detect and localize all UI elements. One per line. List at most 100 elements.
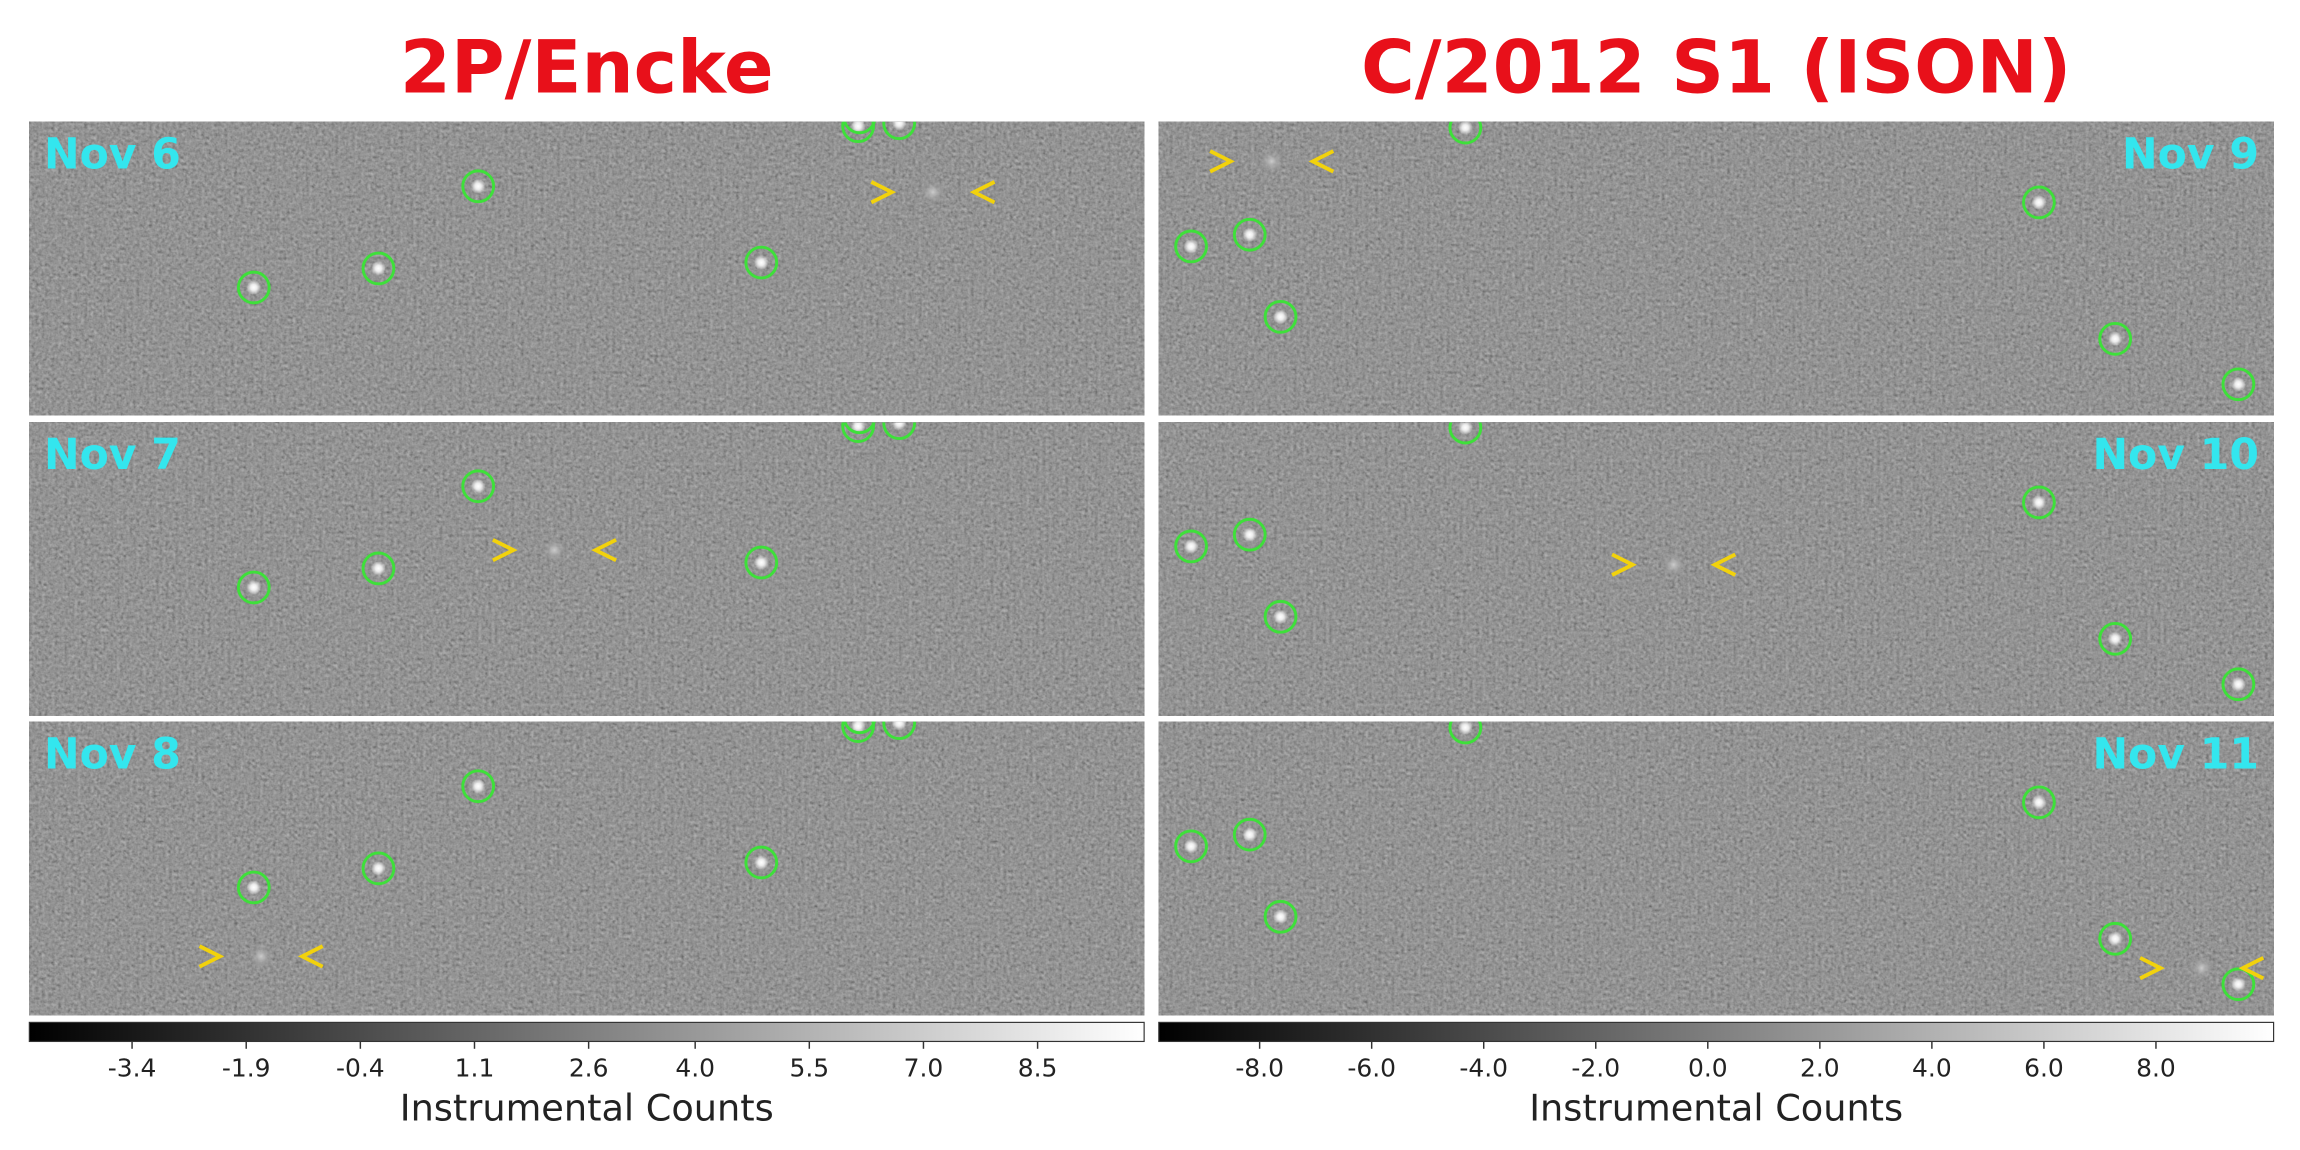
star [1242,527,1258,542]
panel-content [1174,121,2256,402]
colorbar-tick-label: -2.0 [1571,1054,1620,1083]
star [1458,121,1473,135]
star-ring [2221,967,2256,1002]
star-ring [843,422,876,435]
comet-marker [297,944,324,969]
colorbar-tick-label: -6.0 [1347,1054,1396,1083]
colorbar-label: Instrumental Counts [1529,1087,1903,1130]
colorbar [1158,1021,2275,1043]
comet [1660,551,1687,578]
star-ring [1448,422,1483,445]
colorbar-tick-label: 8.5 [1018,1054,1058,1083]
star-ring [361,851,396,886]
colorbar-tick-label: -0.4 [336,1054,385,1083]
star [1242,827,1258,842]
colorbar [28,1021,1145,1043]
star [246,280,262,295]
sky-background [1158,422,2274,716]
comet-marker [2139,956,2165,981]
comet-marker [591,538,617,563]
colorbar-tick-label: 4.0 [1912,1054,1952,1083]
star [2107,631,2123,647]
star [2031,495,2047,510]
colorbar-tick-label: 6.0 [2024,1054,2064,1083]
star [2231,676,2246,692]
star-ring [236,870,271,905]
star [1183,839,1199,854]
star [2031,195,2047,210]
star-ring [1448,121,1483,145]
star-ring [882,422,917,441]
star [470,178,486,194]
star-ring [2022,185,2056,220]
date-label: Nov 9 [2122,130,2259,179]
colorbar-tick-label: -1.9 [222,1054,271,1083]
star [2031,795,2047,810]
star-ring [1232,517,1267,552]
star-ring [2221,367,2256,402]
star-ring [461,169,496,204]
panel-title: 2P/Encke [400,25,774,110]
star-ring [461,469,496,504]
star-ring [2098,921,2133,956]
star-ring [744,845,779,880]
comet-marker [1611,552,1637,577]
colorbar-tick-label: -3.4 [108,1054,157,1083]
star-ring [882,721,917,741]
panel-content [236,422,917,605]
star [753,555,769,570]
colorbar-tick-label: 1.1 [455,1054,495,1083]
star-ring [361,551,396,586]
star [1183,539,1199,554]
star [1458,422,1473,435]
star [853,121,866,125]
image-panel [1158,721,2274,1016]
image-panel [29,422,1145,716]
star-ring [1263,899,1298,934]
panel-content [1174,721,2265,1002]
comet-marker [1308,149,1335,174]
colorbar-label: Instrumental Counts [400,1087,774,1130]
colorbar-tick-label: 5.5 [789,1054,829,1083]
star-ring [1174,229,1208,264]
panel-content [198,721,917,970]
star-ring [1232,217,1267,252]
date-label: Nov 7 [44,431,181,480]
star [753,255,769,270]
star-ring [236,270,271,305]
comet [247,943,275,970]
comet-marker [870,180,897,205]
star [1273,309,1288,325]
star-ring [236,570,271,605]
comet [541,536,568,564]
comet-marker [492,538,518,563]
star [2107,931,2123,947]
panel-content [236,121,996,305]
colorbar-tick-label: 2.0 [1800,1054,1840,1083]
comet-marker [969,180,996,205]
star [1273,909,1288,925]
panel-title: C/2012 S1 (ISON) [1361,25,2071,110]
sky-background [1158,121,2274,416]
comet-marker [198,944,225,969]
star [891,422,907,431]
star-ring [843,121,876,135]
star [2107,331,2123,347]
star-ring [2022,485,2056,520]
comet-marker [1710,552,1737,577]
star [891,121,907,131]
star-ring [1263,599,1298,634]
sky-background [29,121,1145,416]
star-ring [1263,299,1298,334]
colorbar-tick-label: 2.6 [569,1054,609,1083]
image-panel [29,721,1145,1016]
star-ring [1232,817,1267,852]
star [371,261,386,276]
image-panel [29,121,1145,416]
comet-marker [1209,149,1235,174]
star [891,721,907,731]
star-ring [882,121,917,141]
star [470,478,486,494]
star-ring [744,245,779,280]
